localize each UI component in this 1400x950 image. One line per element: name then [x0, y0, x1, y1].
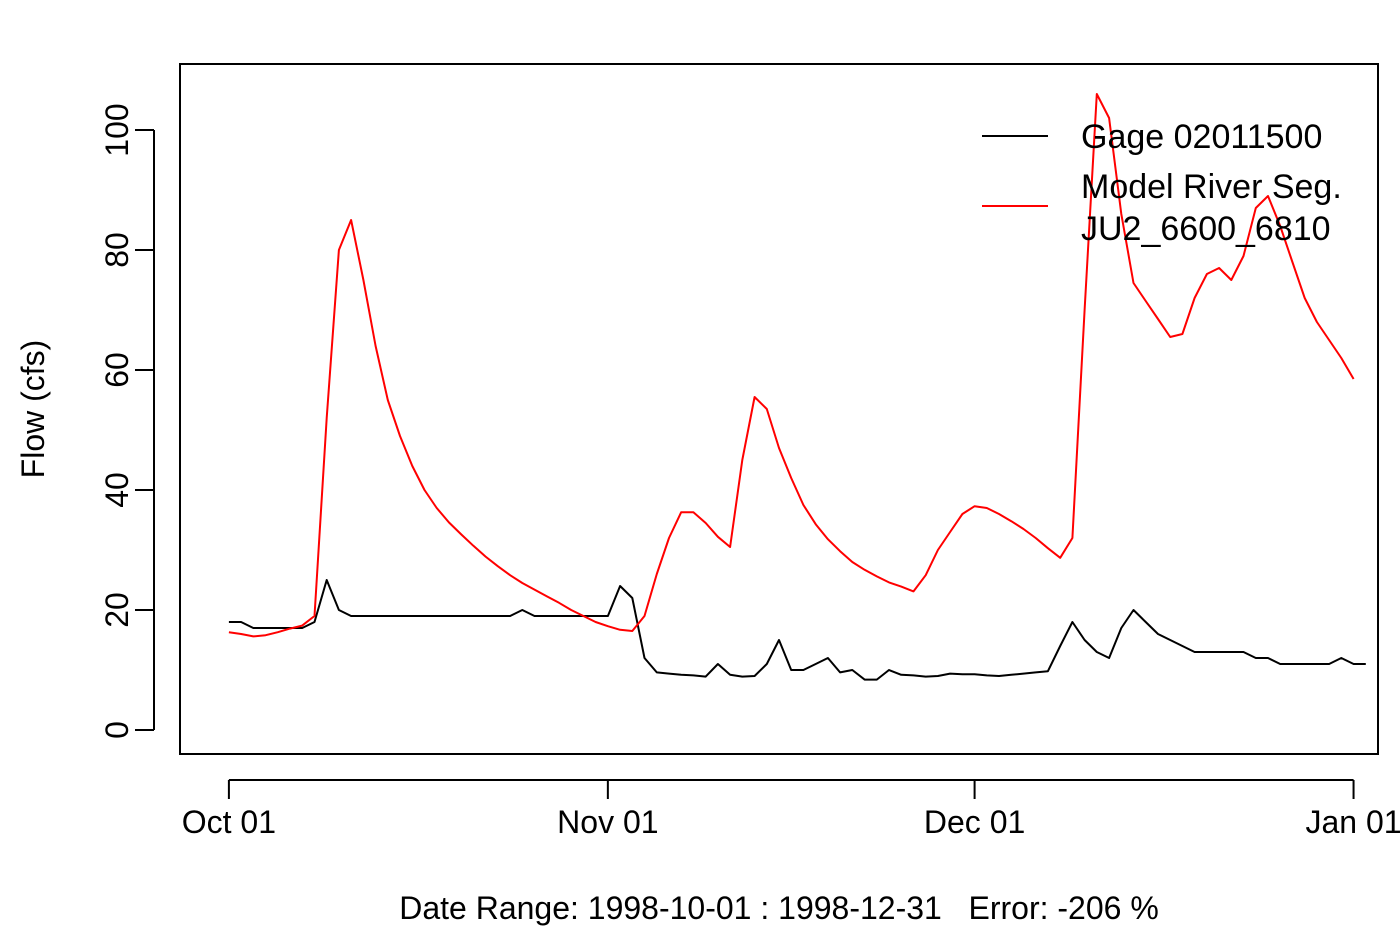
y-tick-label: 80 — [99, 232, 135, 268]
legend-label-1: JU2_6600_6810 — [1081, 210, 1331, 248]
plot-frame — [179, 63, 1379, 755]
y-tick-label: 0 — [99, 721, 135, 739]
y-tick-label: 100 — [99, 103, 135, 156]
series-layer — [228, 93, 1366, 681]
legend: Gage 02011500 Model River Seg. JU2_6600_6… — [982, 118, 1342, 248]
y-tick-label: 40 — [99, 472, 135, 508]
x-axis: Oct 01 Nov 01 Dec 01 Jan 01 — [182, 779, 1400, 840]
x-tick-label: Oct 01 — [182, 804, 276, 840]
x-tick-label: Dec 01 — [924, 804, 1025, 840]
legend-label-1: Model River Seg. — [1081, 168, 1342, 206]
y-axis-title: Flow (cfs) — [15, 340, 51, 479]
x-tick-label: Nov 01 — [557, 804, 658, 840]
y-tick-label: 20 — [99, 592, 135, 628]
series-line-1 — [228, 93, 1355, 638]
x-tick-label: Jan 01 — [1306, 804, 1400, 840]
series-line-0 — [228, 579, 1366, 681]
x-axis-title: Date Range: 1998-10-01 : 1998-12-31 Erro… — [399, 890, 1159, 926]
y-axis: 0 20 40 60 80 100 — [99, 103, 155, 739]
y-tick-label: 60 — [99, 352, 135, 388]
legend-label-0: Gage 02011500 — [1081, 118, 1322, 156]
